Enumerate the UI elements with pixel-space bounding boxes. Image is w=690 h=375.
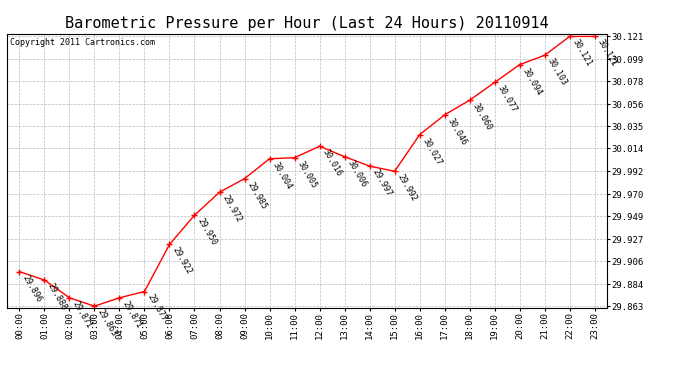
Text: 29.871: 29.871 [71,299,94,330]
Text: 30.006: 30.006 [346,158,368,189]
Text: 29.997: 29.997 [371,168,394,198]
Text: 30.094: 30.094 [521,66,544,96]
Text: 29.922: 29.922 [171,246,194,276]
Text: 29.972: 29.972 [221,194,244,224]
Text: 29.985: 29.985 [246,180,268,210]
Text: 29.992: 29.992 [396,173,419,203]
Text: 29.896: 29.896 [21,273,43,303]
Text: 29.888: 29.888 [46,281,68,312]
Text: 30.016: 30.016 [321,148,344,178]
Text: 30.121: 30.121 [571,38,594,68]
Text: 30.004: 30.004 [271,160,294,190]
Title: Barometric Pressure per Hour (Last 24 Hours) 20110914: Barometric Pressure per Hour (Last 24 Ho… [66,16,549,31]
Text: 30.103: 30.103 [546,57,569,87]
Text: 29.863: 29.863 [96,308,119,338]
Text: 30.046: 30.046 [446,116,469,147]
Text: 30.121: 30.121 [596,38,619,68]
Text: 30.060: 30.060 [471,102,494,132]
Text: 30.027: 30.027 [421,136,444,166]
Text: 30.005: 30.005 [296,159,319,190]
Text: 29.877: 29.877 [146,293,168,323]
Text: Copyright 2011 Cartronics.com: Copyright 2011 Cartronics.com [10,38,155,47]
Text: 30.077: 30.077 [496,84,519,114]
Text: 29.871: 29.871 [121,299,144,330]
Text: 29.950: 29.950 [196,217,219,247]
